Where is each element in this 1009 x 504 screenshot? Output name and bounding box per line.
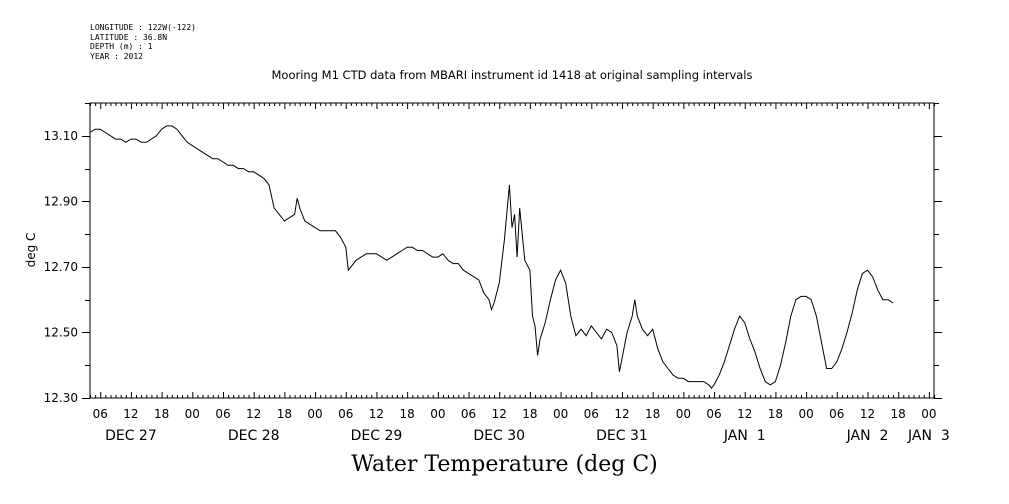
x-tick-label: 18 [154,407,169,421]
x-tick-label: 18 [522,407,537,421]
x-tick-label: 06 [338,407,353,421]
x-tick-label: 00 [921,407,936,421]
x-tick-label: 12 [246,407,261,421]
x-tick-label: 12 [860,407,875,421]
x-tick-label: 12 [369,407,384,421]
day-label: JAN 2 [846,428,889,444]
year-text: YEAR : 2012 [90,51,143,61]
day-label: DEC 31 [596,428,648,444]
x-tick-label: 06 [461,407,476,421]
x-tick-label: 06 [93,407,108,421]
x-tick-label: 12 [492,407,507,421]
x-tick-label: 18 [768,407,783,421]
x-tick-label: 00 [676,407,691,421]
x-tick-label: 12 [737,407,752,421]
x-tick-label: 06 [215,407,230,421]
x-tick-label: 18 [399,407,414,421]
y-axis-label: deg C [24,233,38,268]
x-tick-label: 00 [185,407,200,421]
y-tick-label: 13.10 [44,129,78,143]
y-tick-label: 12.90 [44,194,78,208]
series-line [89,125,894,390]
axis-ticks [82,103,942,399]
x-tick-label: 06 [829,407,844,421]
x-tick-labels: 06 12 18 00 06 12 18 00 06 12 18 00 06 12 18 00 06 12 18 00… [93,407,937,421]
x-tick-label: 18 [645,407,660,421]
x-tick-label: 12 [123,407,138,421]
x-tick-label: 06 [706,407,721,421]
latitude-text: LATITUDE : 36.8N [90,32,168,42]
longitude-text: LONGITUDE : 122W(-122) [90,23,196,32]
y-tick-label: 12.70 [44,260,78,274]
x-tick-label: 18 [891,407,906,421]
x-tick-label: 18 [277,407,292,421]
x-axis-label: Water Temperature (deg C) [351,452,658,477]
x-tick-label: 00 [553,407,568,421]
day-label: DEC 28 [228,428,280,444]
day-label: DEC 29 [351,428,403,444]
x-tick-label: 00 [307,407,322,421]
day-label: DEC 30 [473,428,525,444]
x-tick-label: 00 [798,407,813,421]
day-label: JAN 1 [723,428,766,444]
depth-text: DEPTH (m) : 1 [90,42,153,51]
x-tick-label: 00 [430,407,445,421]
y-tick-label: 12.30 [44,391,78,405]
day-labels: DEC 27 DEC 28 DEC 29 DEC 30 DEC 31 JAN 1 JAN 2… [105,428,950,444]
chart-title: Mooring M1 CTD data from MBARI instrumen… [271,68,753,82]
x-tick-label: 06 [584,407,599,421]
metadata-block: LONGITUDE : 122W(-122) LATITUDE : 36.8N … [90,23,196,61]
y-tick-labels: 12.30 12.50 12.70 12.90 13.10 [44,129,78,405]
day-label: DEC 27 [105,428,157,444]
day-label: JAN 3 [907,428,950,444]
plot-frame [89,102,935,399]
y-tick-label: 12.50 [44,325,78,339]
x-tick-label: 12 [614,407,629,421]
